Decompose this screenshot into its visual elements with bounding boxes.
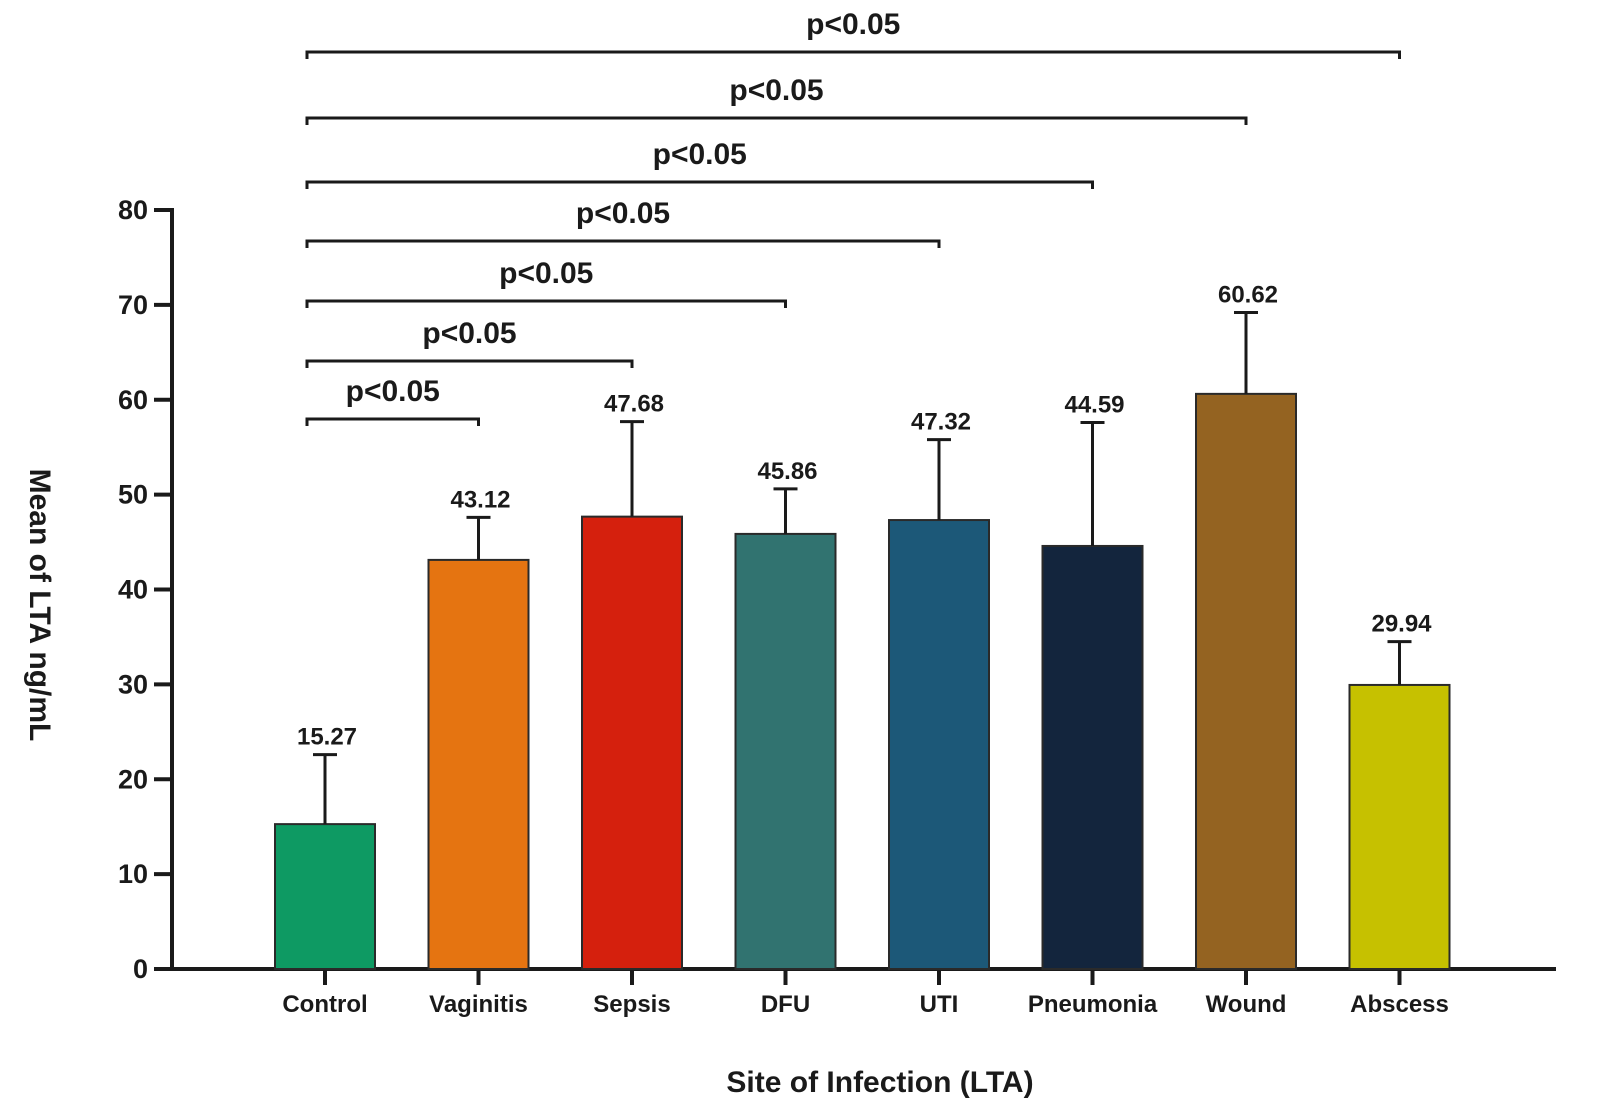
- value-label: 47.32: [911, 409, 971, 436]
- value-label: 15.27: [297, 724, 357, 751]
- significance-label: p<0.05: [729, 74, 823, 107]
- bar-control: [274, 823, 376, 970]
- y-tick-label: 60: [118, 385, 148, 415]
- error-bars: [313, 310, 1412, 825]
- bar-uti: [888, 519, 990, 970]
- y-tick-label: 80: [118, 195, 148, 225]
- significance-bracket: [305, 180, 1094, 189]
- value-labels: 15.27 43.12 47.68 45.86 47.32 44.59 60.62 29.94: [297, 281, 1432, 750]
- bar-pneumonia: [1041, 544, 1144, 971]
- x-tick-label: Control: [282, 991, 367, 1018]
- y-tick-label: 10: [118, 859, 148, 889]
- y-axis: 0 10 20 30 40 50 60 70 80: [118, 195, 174, 984]
- significance-bracket: [305, 239, 941, 248]
- x-axis-title: Site of Infection (LTA): [726, 1066, 1033, 1099]
- x-tick-label: Pneumonia: [1028, 991, 1158, 1018]
- significance-label: p<0.05: [576, 197, 670, 230]
- y-tick-label: 0: [133, 954, 148, 984]
- x-tick-label: Abscess: [1350, 991, 1449, 1018]
- x-axis: Control Vaginitis Sepsis DFU UTI Pneumonia Wou…: [170, 967, 1556, 1018]
- value-label: 29.94: [1371, 611, 1432, 638]
- y-tick-label: 70: [118, 290, 148, 320]
- bars: [274, 392, 1451, 971]
- y-tick-label: 50: [118, 480, 148, 510]
- y-tick-label: 20: [118, 764, 148, 794]
- significance-bracket: [305, 50, 1401, 59]
- x-tick-label: Sepsis: [593, 991, 670, 1018]
- significance-bracket: [305, 116, 1248, 125]
- significance-brackets: p<0.05 p<0.05 p<0.05 p<0.05 p<0.05 p<0.05 p<0.…: [305, 8, 1401, 426]
- significance-bracket: [305, 299, 787, 308]
- significance-bracket: [305, 417, 480, 426]
- significance-label: p<0.05: [422, 317, 516, 350]
- bar-sepsis: [581, 515, 683, 970]
- x-tick-label: Wound: [1206, 991, 1287, 1018]
- value-label: 47.68: [604, 391, 664, 418]
- y-axis-title: Mean of LTA ng/mL: [23, 469, 56, 742]
- x-tick-label: DFU: [761, 991, 810, 1018]
- bar-dfu: [734, 532, 837, 970]
- bar-wound: [1195, 392, 1297, 970]
- value-label: 43.12: [450, 486, 510, 513]
- value-label: 60.62: [1218, 281, 1278, 308]
- significance-label: p<0.05: [499, 257, 593, 290]
- significance-label: p<0.05: [653, 138, 747, 171]
- y-tick-label: 40: [118, 575, 148, 605]
- x-tick-label: Vaginitis: [429, 991, 528, 1018]
- bar-abscess: [1348, 683, 1451, 971]
- value-label: 44.59: [1064, 392, 1124, 419]
- significance-label: p<0.05: [806, 8, 900, 41]
- y-tick-label: 30: [118, 669, 148, 699]
- value-label: 45.86: [757, 458, 817, 485]
- bar-vaginitis: [427, 558, 530, 970]
- significance-label: p<0.05: [346, 375, 440, 408]
- significance-bracket: [305, 359, 634, 368]
- x-tick-label: UTI: [920, 991, 959, 1018]
